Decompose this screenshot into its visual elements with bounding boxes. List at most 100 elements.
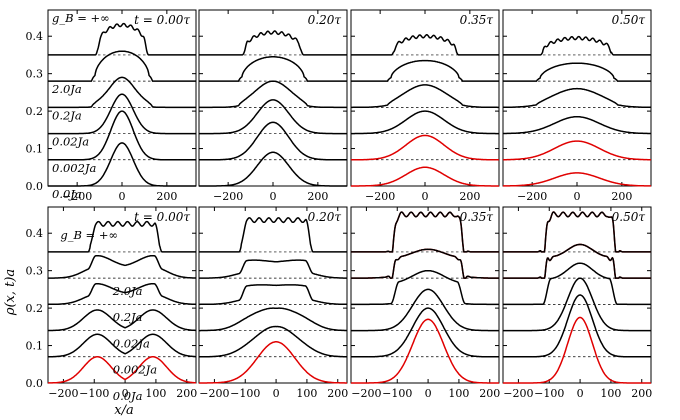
panel-4: −200 0 200 0.50τ — [502, 9, 652, 203]
series-label: 0.02Ja — [52, 135, 89, 149]
panel-frame — [502, 9, 652, 187]
curve-exact — [503, 172, 651, 187]
curve-model — [503, 115, 651, 135]
curve-model — [48, 283, 196, 306]
panel-frame — [350, 206, 500, 384]
curve-model — [199, 259, 347, 279]
series-label: g_B = +∞ — [60, 228, 118, 242]
x-tick-label: 200 — [631, 387, 652, 400]
curve-model — [351, 288, 499, 332]
y-tick-label: 0.1 — [26, 143, 44, 156]
curve-model — [503, 211, 651, 253]
curve-model — [199, 284, 347, 306]
curve-model — [48, 309, 196, 332]
series-label: g_B = +∞ — [52, 11, 110, 25]
curve-model — [199, 121, 347, 161]
curve-model — [351, 110, 499, 135]
x-tick-label: 0 — [270, 190, 277, 203]
x-tick-label: 200 — [479, 387, 500, 400]
curve-model — [48, 142, 196, 187]
x-tick-label: −100 — [382, 387, 412, 400]
series-label: 0.002Ja — [113, 363, 158, 377]
curve-exact — [47, 356, 196, 384]
x-tick-label: 200 — [176, 387, 197, 400]
series-label: 0.02Ja — [113, 336, 150, 350]
curve-model — [503, 87, 651, 109]
x-tick-label: 200 — [156, 190, 177, 203]
y-tick-label: 0.2 — [26, 302, 44, 315]
panel-frame — [350, 9, 500, 187]
curve-model — [351, 307, 499, 358]
x-tick-label: −200 — [62, 190, 92, 203]
panel-frame — [198, 9, 348, 187]
x-tick-label: 100 — [145, 387, 166, 400]
y-tick-label: 0.1 — [26, 340, 44, 353]
y-tick-label: 0.2 — [26, 105, 44, 118]
x-tick-label: −100 — [79, 387, 109, 400]
curve-exact — [351, 134, 499, 161]
curve-model — [199, 56, 347, 82]
x-tick-label: 200 — [611, 190, 632, 203]
panel-5: 0.0 0.1 0.2 0.3 0.4 −200 −100 0 100 200 t = 0.00τ g… — [26, 206, 197, 403]
curve-model — [351, 269, 499, 306]
series-label: 2.0Ja — [51, 82, 82, 96]
x-axis-label: x/a — [114, 403, 133, 418]
series-label: 0.0Ja — [52, 187, 82, 201]
curve-model — [48, 333, 196, 358]
x-tick-label: 0 — [122, 387, 129, 400]
time-label: t = 0.00τ — [134, 210, 190, 224]
curve-model — [351, 59, 499, 82]
x-tick-label: 100 — [448, 387, 469, 400]
time-label: t = 0.00τ — [134, 13, 190, 27]
curve-model — [351, 84, 499, 109]
time-label: 0.50τ — [612, 13, 646, 27]
x-tick-label: 200 — [307, 190, 328, 203]
panel-2: −200 0 200 0.20τ — [198, 9, 348, 203]
y-axis-label: ρ(x, t)a — [3, 269, 18, 316]
curve-model — [351, 211, 499, 253]
panel-frame — [47, 206, 197, 384]
x-tick-label: −200 — [365, 190, 395, 203]
x-tick-label: 0 — [425, 387, 432, 400]
curve-model — [199, 99, 347, 135]
curve-model — [503, 35, 651, 56]
curve-model — [48, 93, 196, 135]
series-label: 0.0Ja — [113, 389, 143, 403]
x-tick-label: −200 — [351, 387, 381, 400]
curve-model — [48, 76, 196, 109]
x-tick-label: −100 — [534, 387, 564, 400]
curve-exact — [351, 166, 499, 187]
x-tick-label: 0 — [273, 387, 280, 400]
curve-model — [48, 254, 197, 279]
curve-model — [503, 277, 651, 332]
curve-model — [199, 151, 347, 187]
y-tick-label: 0.3 — [26, 265, 44, 278]
x-tick-label: −200 — [199, 387, 229, 400]
x-tick-label: 0 — [119, 190, 126, 203]
panel-8: −200 −100 0 100 200 0.50τ — [502, 206, 652, 400]
x-tick-label: −100 — [230, 387, 260, 400]
curve-model — [351, 248, 499, 279]
curve-model — [351, 34, 499, 56]
panel-1: 0.0 0.1 0.2 0.3 0.4 −200 0 200 t = 0.00τ g_B = +∞… — [26, 9, 197, 203]
x-tick-label: 0 — [574, 190, 581, 203]
curve-exact — [503, 316, 651, 384]
series-label: 2.0Ja — [112, 284, 143, 298]
series-label: 0.002Ja — [52, 161, 97, 175]
curve-model — [199, 217, 347, 253]
x-tick-label: 0 — [577, 387, 584, 400]
curve-model — [199, 325, 347, 358]
curve-model — [503, 243, 651, 279]
curve-model — [199, 307, 347, 332]
series-label: 0.2Ja — [113, 310, 143, 324]
curve-exact — [351, 318, 499, 384]
x-tick-label: −200 — [517, 190, 547, 203]
panel-7: −200 −100 0 100 200 0.35τ — [350, 206, 500, 400]
y-tick-label: 0.0 — [26, 377, 44, 390]
time-label: 0.20τ — [308, 13, 342, 27]
curve-model — [48, 110, 196, 161]
time-label: 0.35τ — [460, 210, 494, 224]
x-tick-label: −200 — [503, 387, 533, 400]
y-tick-label: 0.4 — [26, 227, 44, 240]
